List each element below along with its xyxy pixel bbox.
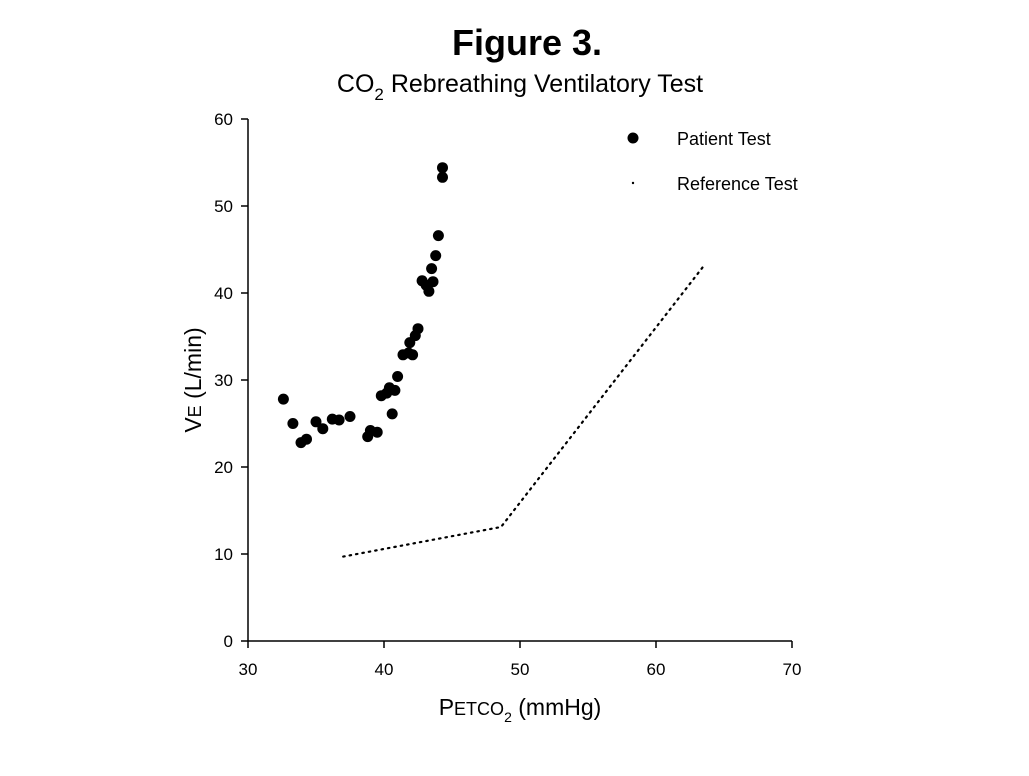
reference-test-line: [342, 263, 707, 558]
legend-patient-marker: [627, 132, 639, 144]
y-axis-label-v: V: [180, 417, 206, 433]
y-tick-label: 0: [224, 632, 233, 651]
y-tick-label: 50: [214, 197, 233, 216]
x-tick-label: 30: [239, 660, 258, 679]
y-tick-label: 60: [214, 110, 233, 129]
chart-title-rest: Rebreathing Ventilatory Test: [384, 70, 703, 98]
y-ticks: 0 10 20 30 40 50 60: [214, 110, 248, 651]
patient-test-point: [333, 414, 345, 426]
chart-title: CO2 Rebreathing Ventilatory Test: [337, 70, 703, 104]
legend-reference-marker: [631, 181, 635, 185]
x-tick-label: 50: [511, 660, 530, 679]
chart-title-co: CO: [337, 70, 375, 98]
patient-test-point: [371, 426, 383, 438]
x-tick-label: 60: [647, 660, 666, 679]
figure-label: Figure 3.: [452, 22, 602, 63]
y-axis-label-e: E: [185, 405, 205, 417]
patient-series: [277, 162, 448, 449]
patient-test-point: [407, 349, 419, 361]
x-ticks: 30 40 50 60 70: [239, 641, 802, 679]
patient-test-point: [301, 433, 312, 445]
patient-test-point: [386, 408, 398, 420]
x-axis-label-units: (mmHg): [512, 694, 601, 720]
patient-test-point: [437, 162, 448, 174]
y-axis-label: VE (L/min): [180, 327, 206, 432]
patient-test-point: [430, 250, 442, 262]
patient-test-point: [392, 371, 404, 382]
legend-reference-label: Reference Test: [677, 174, 798, 194]
axes: [247, 119, 792, 642]
x-axis-label-etco: ETCO: [454, 699, 504, 719]
x-axis-label-subscript: 2: [504, 709, 512, 725]
patient-test-point: [432, 230, 444, 242]
patient-test-point: [427, 276, 439, 288]
patient-test-point: [344, 411, 356, 422]
reference-series: [342, 263, 707, 558]
y-tick-label: 20: [214, 458, 233, 477]
x-tick-label: 40: [375, 660, 394, 679]
legend-patient-label: Patient Test: [677, 129, 771, 149]
patient-test-point: [277, 393, 289, 405]
patient-test-point: [412, 323, 424, 335]
y-axis-label-units: (L/min): [180, 327, 206, 405]
patient-test-point: [317, 423, 329, 435]
y-tick-label: 30: [214, 371, 233, 390]
chart-title-subscript: 2: [374, 85, 383, 104]
patient-test-point: [310, 416, 322, 428]
y-tick-label: 40: [214, 284, 233, 303]
x-axis-label-p: P: [439, 694, 454, 720]
x-tick-label: 70: [783, 660, 802, 679]
y-tick-label: 10: [214, 545, 233, 564]
patient-test-point: [437, 171, 448, 183]
x-axis-label: PETCO2 (mmHg): [439, 694, 602, 725]
patient-test-point: [389, 384, 401, 396]
patient-test-point: [426, 263, 438, 275]
legend: Patient Test Reference Test: [627, 129, 798, 194]
patient-test-point: [287, 418, 299, 429]
patient-test-point: [423, 285, 435, 297]
